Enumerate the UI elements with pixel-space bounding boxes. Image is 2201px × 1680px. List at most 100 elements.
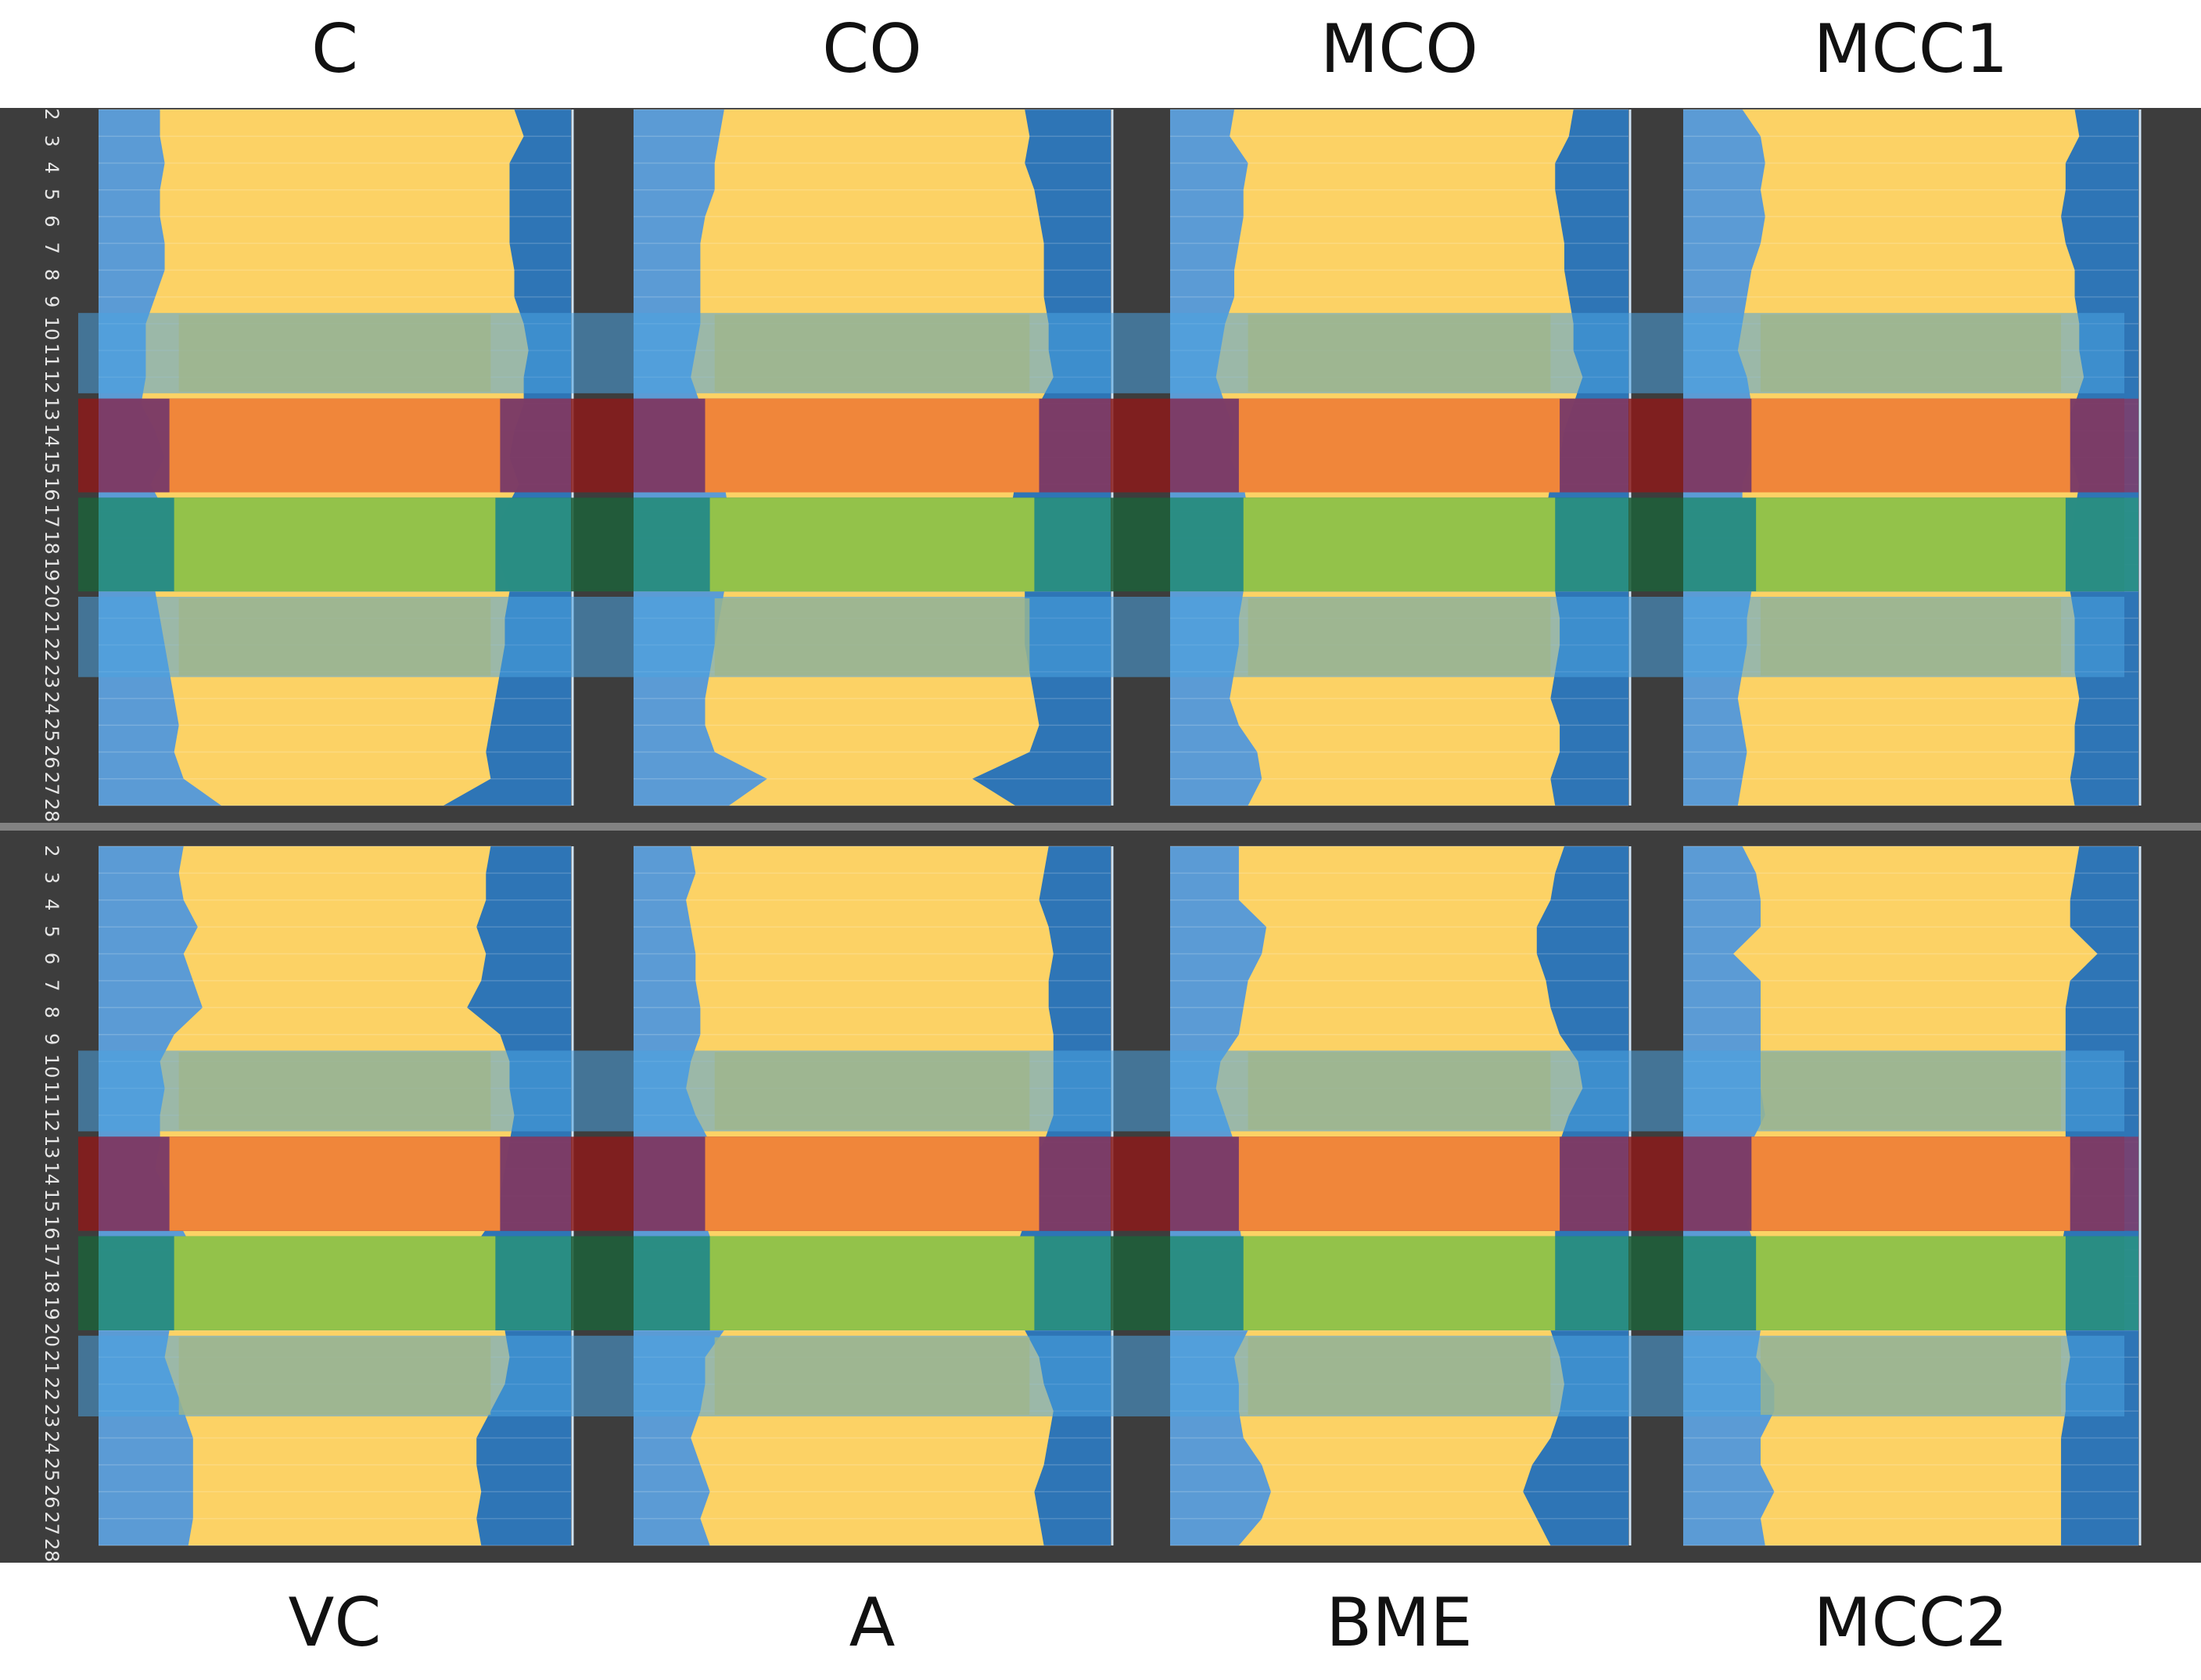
row-label: 14 xyxy=(41,1161,63,1186)
row-label: 13 xyxy=(41,397,63,421)
row-label: 5 xyxy=(41,926,63,938)
band-center-tint xyxy=(1760,1052,2062,1130)
band-center-tint xyxy=(1760,1337,2062,1415)
band-green xyxy=(709,497,1035,592)
row-label: 28 xyxy=(41,1538,63,1563)
band-green xyxy=(1756,1236,2066,1330)
row-label: 27 xyxy=(41,1511,63,1535)
row-label: 21 xyxy=(41,611,63,635)
row-label: 3 xyxy=(41,872,63,884)
row-label: 24 xyxy=(41,691,63,716)
row-label: 14 xyxy=(41,423,63,447)
row-label: 22 xyxy=(41,637,63,662)
band-center-tint xyxy=(178,1052,491,1130)
band-green xyxy=(174,1236,496,1330)
row-label: 3 xyxy=(41,135,63,147)
half-separator xyxy=(0,823,2201,831)
row-label: 13 xyxy=(41,1135,63,1159)
row-label: 4 xyxy=(41,162,63,174)
row-label: 19 xyxy=(41,558,63,582)
band-center-tint xyxy=(714,1052,1030,1130)
band-center-tint xyxy=(1760,314,2062,392)
row-label: 23 xyxy=(41,1404,63,1428)
row-label: 12 xyxy=(41,1108,63,1133)
band-center-tint xyxy=(178,314,491,392)
panel-title: VC xyxy=(289,1584,382,1662)
row-label: 2 xyxy=(41,108,63,120)
band-green xyxy=(1756,497,2066,592)
band-green xyxy=(1243,497,1556,592)
row-label: 28 xyxy=(41,799,63,823)
row-label: 11 xyxy=(41,343,63,368)
row-label: 23 xyxy=(41,665,63,689)
panel-title: MCC2 xyxy=(1813,1584,2008,1662)
row-label: 24 xyxy=(41,1431,63,1455)
band-orange xyxy=(1751,1136,2070,1231)
band-green xyxy=(709,1236,1035,1330)
row-label: 12 xyxy=(41,370,63,394)
row-label: 20 xyxy=(41,584,63,608)
row-label: 18 xyxy=(41,530,63,555)
row-label: 10 xyxy=(41,1054,63,1079)
row-labels-bottom: 2345678910111213141516171819202122232425… xyxy=(41,845,63,1562)
panel-title: MCC1 xyxy=(1813,10,2008,88)
band-center-tint xyxy=(1760,598,2062,676)
row-label: 8 xyxy=(41,269,63,281)
row-label: 11 xyxy=(41,1081,63,1105)
band-center-tint xyxy=(1248,1337,1551,1415)
row-label: 22 xyxy=(41,1377,63,1401)
band-orange xyxy=(1751,398,2070,493)
row-label: 15 xyxy=(41,1189,63,1213)
band-green xyxy=(174,497,496,592)
row-label: 26 xyxy=(41,745,63,769)
row-label: 21 xyxy=(41,1350,63,1374)
row-label: 9 xyxy=(41,1033,63,1045)
row-label: 7 xyxy=(41,979,63,991)
panel-title: CO xyxy=(822,10,922,88)
row-label: 20 xyxy=(41,1323,63,1348)
row-label: 17 xyxy=(41,1242,63,1266)
row-label: 8 xyxy=(41,1007,63,1018)
band-center-tint xyxy=(1248,1052,1551,1130)
band-orange xyxy=(1238,1136,1560,1231)
band-center-tint xyxy=(714,314,1030,392)
highlight-bands-bottom xyxy=(78,1050,2138,1416)
row-labels-top: 2345678910111213141516171819202122232425… xyxy=(41,108,63,822)
band-center-tint xyxy=(714,1337,1030,1415)
row-label: 18 xyxy=(41,1269,63,1294)
row-label: 6 xyxy=(41,953,63,964)
row-label: 2 xyxy=(41,845,63,856)
row-label: 17 xyxy=(41,504,63,528)
row-label: 25 xyxy=(41,718,63,742)
row-label: 16 xyxy=(41,477,63,501)
row-label: 9 xyxy=(41,296,63,307)
row-label: 25 xyxy=(41,1458,63,1482)
band-orange xyxy=(705,1136,1039,1231)
row-label: 27 xyxy=(41,771,63,795)
band-green xyxy=(1243,1236,1556,1330)
band-orange xyxy=(1238,398,1560,493)
band-orange xyxy=(705,398,1039,493)
band-center-tint xyxy=(178,1337,491,1415)
panel-title: BME xyxy=(1326,1584,1473,1662)
band-center-tint xyxy=(1248,598,1551,676)
band-center-tint xyxy=(1248,314,1551,392)
row-label: 10 xyxy=(41,317,63,341)
row-label: 19 xyxy=(41,1296,63,1320)
row-label: 16 xyxy=(41,1215,63,1240)
row-label: 26 xyxy=(41,1484,63,1509)
highlight-bands-top xyxy=(78,313,2138,677)
panel-title: MCO xyxy=(1320,10,1478,88)
band-orange xyxy=(169,398,501,493)
band-center-tint xyxy=(714,598,1030,676)
panel-title: C xyxy=(311,10,358,88)
band-orange xyxy=(169,1136,501,1231)
row-label: 6 xyxy=(41,215,63,227)
row-label: 7 xyxy=(41,242,63,254)
row-label: 15 xyxy=(41,451,63,475)
row-label: 5 xyxy=(41,188,63,200)
row-label: 4 xyxy=(41,899,63,910)
band-center-tint xyxy=(178,598,491,676)
